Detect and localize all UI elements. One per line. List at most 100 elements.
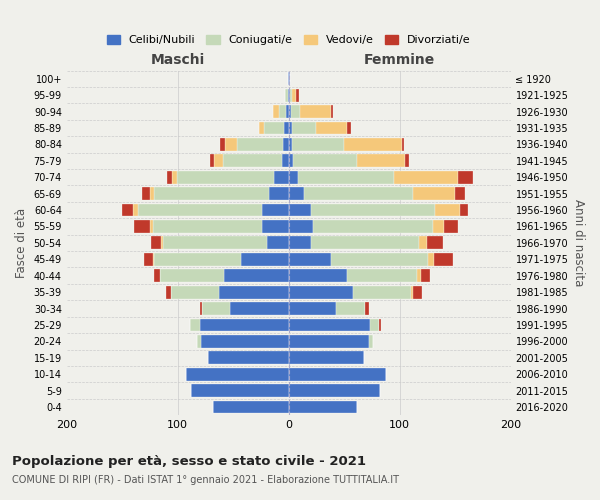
Bar xyxy=(236,138,283,151)
Bar xyxy=(200,318,289,332)
Bar xyxy=(171,286,219,298)
Bar xyxy=(434,253,453,266)
Bar xyxy=(151,236,161,250)
Bar xyxy=(460,204,469,216)
Bar xyxy=(134,220,150,233)
Bar xyxy=(289,72,290,85)
Bar xyxy=(444,220,458,233)
Bar xyxy=(405,154,409,168)
Bar xyxy=(292,89,296,102)
Bar xyxy=(428,253,434,266)
Y-axis label: Anni di nascita: Anni di nascita xyxy=(572,199,585,286)
Bar xyxy=(122,204,133,216)
Bar xyxy=(289,122,292,134)
Bar xyxy=(266,236,289,250)
Bar xyxy=(289,368,386,380)
Bar xyxy=(298,171,394,183)
Bar xyxy=(230,302,289,315)
Bar xyxy=(201,335,289,347)
Bar xyxy=(208,352,289,364)
Bar xyxy=(455,188,465,200)
Bar xyxy=(160,270,224,282)
Bar xyxy=(224,270,289,282)
Bar xyxy=(289,154,293,168)
Bar xyxy=(287,89,289,102)
Bar xyxy=(289,286,353,298)
Bar xyxy=(138,204,262,216)
Bar xyxy=(142,188,150,200)
Bar xyxy=(161,236,163,250)
Bar xyxy=(150,188,154,200)
Bar xyxy=(279,106,286,118)
Bar xyxy=(154,220,262,233)
Bar xyxy=(353,286,411,298)
Bar xyxy=(166,286,171,298)
Bar xyxy=(347,122,351,134)
Bar xyxy=(300,106,331,118)
Bar xyxy=(331,106,333,118)
Bar xyxy=(344,138,402,151)
Bar xyxy=(219,286,289,298)
Bar xyxy=(421,270,430,282)
Bar xyxy=(370,318,379,332)
Bar xyxy=(379,318,381,332)
Text: Popolazione per età, sesso e stato civile - 2021: Popolazione per età, sesso e stato civil… xyxy=(12,455,366,468)
Bar xyxy=(289,188,304,200)
Bar xyxy=(289,236,311,250)
Bar xyxy=(259,122,264,134)
Bar xyxy=(220,138,226,151)
Bar xyxy=(214,154,223,168)
Bar xyxy=(289,204,311,216)
Bar xyxy=(289,335,368,347)
Bar xyxy=(202,302,230,315)
Bar xyxy=(191,384,289,397)
Bar xyxy=(283,138,289,151)
Bar xyxy=(289,302,337,315)
Bar xyxy=(190,318,200,332)
Bar xyxy=(154,270,160,282)
Bar xyxy=(289,270,347,282)
Bar xyxy=(200,302,202,315)
Bar xyxy=(419,236,427,250)
Bar xyxy=(176,171,274,183)
Bar xyxy=(172,171,176,183)
Bar xyxy=(185,368,289,380)
Text: Maschi: Maschi xyxy=(151,54,205,68)
Bar xyxy=(311,236,419,250)
Text: COMUNE DI RIPI (FR) - Dati ISTAT 1° gennaio 2021 - Elaborazione TUTTITALIA.IT: COMUNE DI RIPI (FR) - Dati ISTAT 1° genn… xyxy=(12,475,399,485)
Bar xyxy=(458,171,473,183)
Bar xyxy=(284,122,289,134)
Bar xyxy=(262,220,289,233)
Bar xyxy=(411,286,413,298)
Bar xyxy=(394,171,458,183)
Bar xyxy=(286,106,289,118)
Bar xyxy=(286,89,287,102)
Bar xyxy=(154,188,269,200)
Bar xyxy=(337,302,365,315)
Bar xyxy=(290,89,292,102)
Legend: Celibi/Nubili, Coniugati/e, Vedovi/e, Divorziati/e: Celibi/Nubili, Coniugati/e, Vedovi/e, Di… xyxy=(107,35,471,45)
Bar xyxy=(262,204,289,216)
Bar xyxy=(289,253,331,266)
Bar xyxy=(289,171,298,183)
Bar xyxy=(313,220,433,233)
Bar xyxy=(223,154,282,168)
Bar xyxy=(274,171,289,183)
Bar xyxy=(150,220,154,233)
Bar xyxy=(269,188,289,200)
Y-axis label: Fasce di età: Fasce di età xyxy=(15,208,28,278)
Bar xyxy=(311,204,435,216)
Bar xyxy=(210,154,214,168)
Bar xyxy=(287,72,289,85)
Bar xyxy=(413,188,455,200)
Bar xyxy=(368,335,373,347)
Bar xyxy=(289,220,313,233)
Bar xyxy=(365,302,368,315)
Bar xyxy=(197,335,201,347)
Bar xyxy=(289,384,380,397)
Bar xyxy=(154,253,241,266)
Bar xyxy=(145,253,154,266)
Bar xyxy=(289,352,364,364)
Bar xyxy=(316,122,347,134)
Bar xyxy=(304,188,413,200)
